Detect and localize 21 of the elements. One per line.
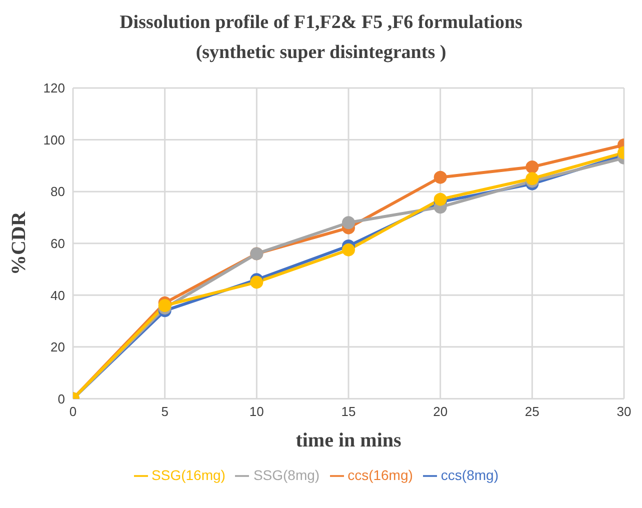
y-tick-label: 80 [50,184,65,200]
y-axis-title: %CDR [8,211,30,276]
x-axis-title: time in mins [296,430,402,452]
y-tick-label: 100 [43,132,65,148]
legend-label: ccs(8mg) [440,466,498,483]
x-tick-label: 0 [69,404,77,419]
x-tick-label: 20 [433,404,448,419]
chart-title: Dissolution profile of F1,F2& F5 ,F6 formulations (synthetic super disintegrants ) [118,11,524,65]
legend-label: SSG(16mg) [152,466,226,483]
x-tick-label: 10 [249,404,264,419]
y-tick-label: 0 [58,391,65,406]
y-tick-label: 60 [50,236,65,251]
legend-label: SSG(8mg) [253,466,320,483]
y-tick-label: 120 [43,80,65,96]
x-tick-label: 15 [341,404,356,419]
x-tick-label: 5 [161,404,168,419]
x-tick-label: 25 [524,404,540,419]
y-tick-label: 20 [50,340,65,355]
legend-label: ccs(16mg) [348,466,413,483]
y-tick-label: 40 [50,288,65,303]
x-tick-label: 30 [616,404,632,419]
